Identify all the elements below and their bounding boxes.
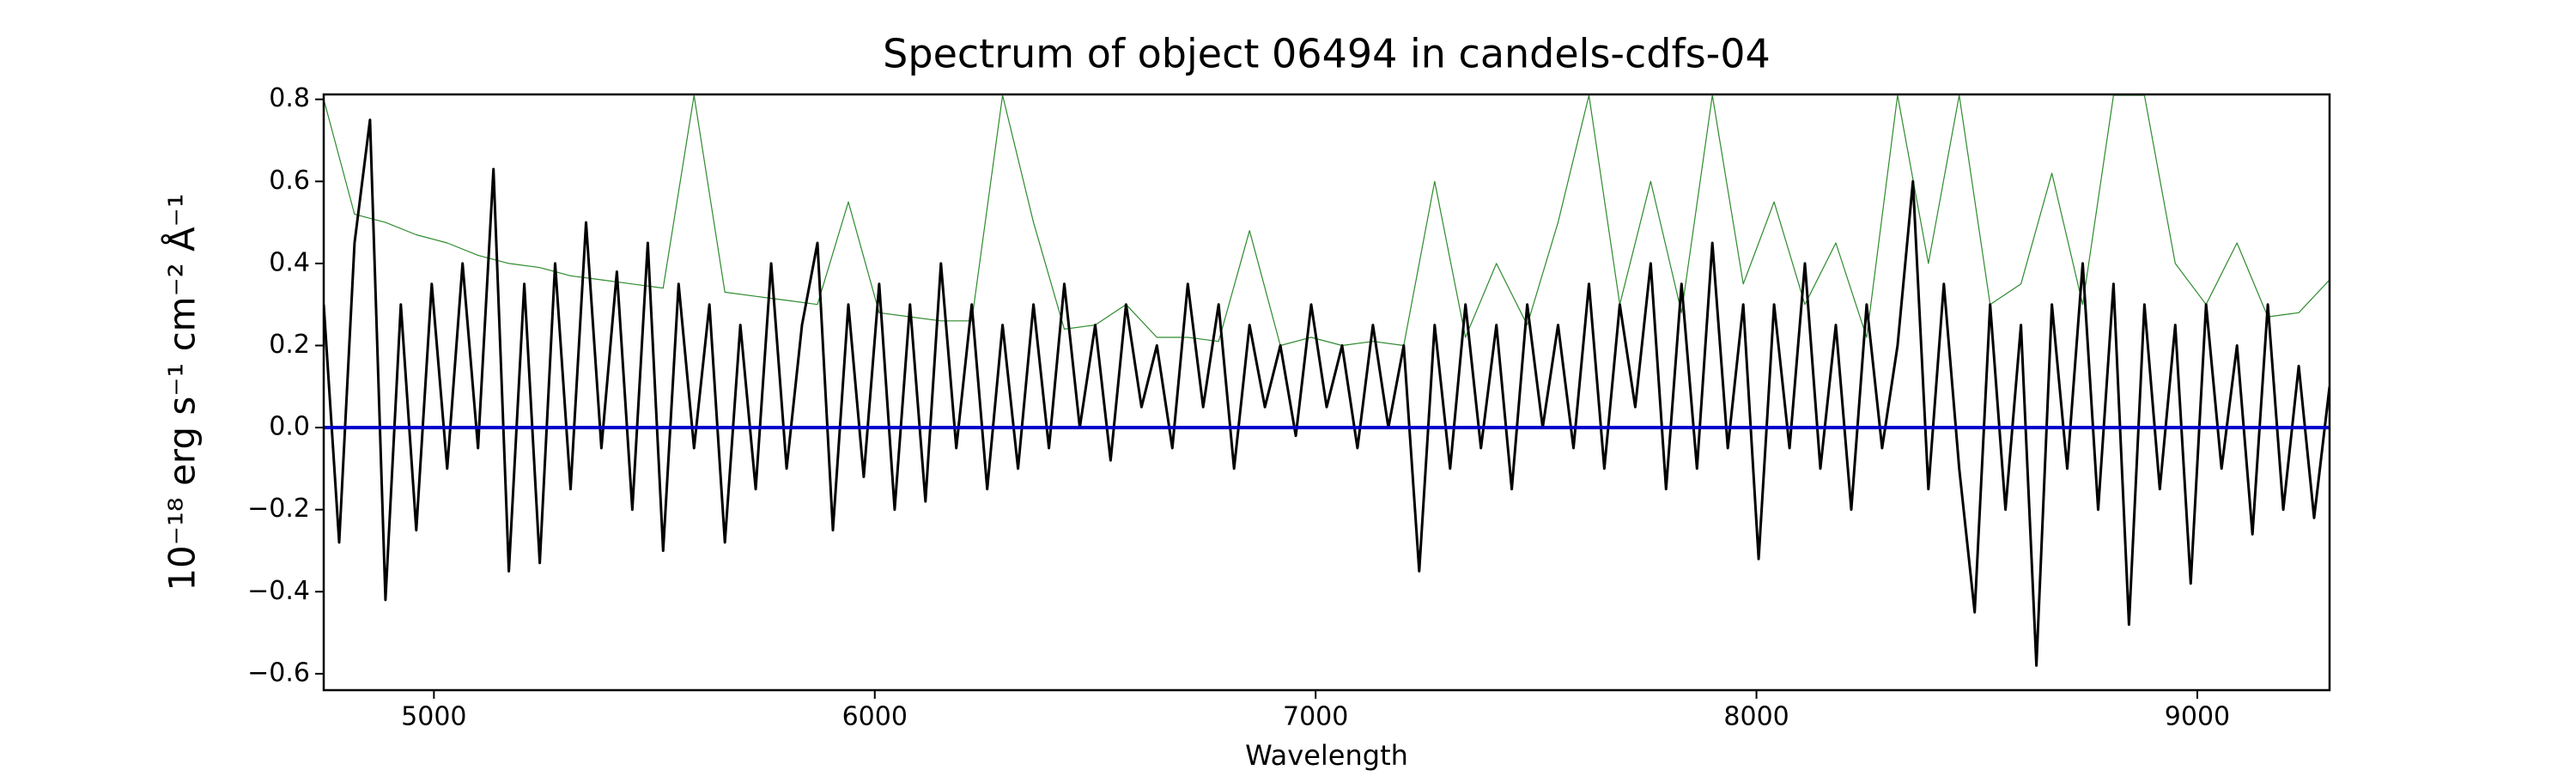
y-tick-label: −0.2 <box>247 494 310 524</box>
spectrum-line <box>324 118 2330 667</box>
y-tick-label: −0.6 <box>247 658 310 688</box>
axes-frame <box>322 93 2331 692</box>
x-tick-label: 5000 <box>401 702 466 732</box>
x-tick-label: 6000 <box>842 702 908 732</box>
x-tick-label: 9000 <box>2165 702 2230 732</box>
y-tick-label: 0.0 <box>269 412 310 442</box>
plot-area <box>324 94 2330 667</box>
x-axis-label: Wavelength <box>1245 739 1408 772</box>
y-tick-label: 0.4 <box>269 247 310 277</box>
y-axis-label: 10⁻¹⁸ erg s⁻¹ cm⁻² Å⁻¹ <box>161 193 204 591</box>
y-tick-label: 0.2 <box>269 330 310 360</box>
spectrum-line <box>324 94 2330 347</box>
chart-title: Spectrum of object 06494 in candels-cdfs… <box>883 31 1771 77</box>
y-tick-label: 0.6 <box>269 166 310 196</box>
y-tick-label: −0.4 <box>247 576 310 606</box>
y-tick-label: 0.8 <box>269 83 310 113</box>
x-tick-label: 8000 <box>1723 702 1789 732</box>
x-tick-label: 7000 <box>1283 702 1348 732</box>
